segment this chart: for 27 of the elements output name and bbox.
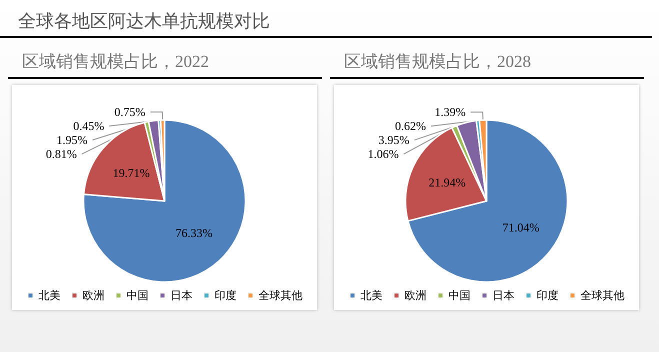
legend-label: 欧洲: [82, 289, 104, 302]
legend-label: 中国: [448, 289, 470, 302]
data-label: 19.71%: [112, 166, 150, 180]
legend-label: 印度: [536, 289, 558, 302]
data-label: 76.33%: [175, 226, 212, 240]
legend-label: 日本: [492, 289, 514, 302]
legend-label: 北美: [360, 289, 382, 302]
legend-label: 欧洲: [404, 289, 426, 302]
legend-label: 中国: [126, 289, 148, 302]
legend-label: 全球其他: [258, 289, 302, 302]
data-label: 3.95%: [378, 133, 410, 148]
data-label: 1.06%: [368, 147, 399, 162]
data-label: 1.39%: [434, 105, 466, 120]
chart-title: 区域销售规模占比，2022: [8, 44, 322, 79]
text: 全球各地区阿达木单抗规模对比: [18, 10, 270, 33]
data-label: 0.62%: [394, 119, 426, 134]
data-label: 1.95%: [56, 133, 88, 148]
legend-label: 日本: [170, 289, 192, 302]
legend-label: 全球其他: [580, 289, 624, 302]
data-label: 21.94%: [428, 175, 466, 190]
data-label: 0.45%: [73, 119, 104, 134]
data-label: 71.04%: [502, 220, 540, 235]
data-label: 0.81%: [46, 147, 77, 162]
legend-label: 印度: [214, 289, 236, 302]
legend-label: 北美: [38, 289, 60, 302]
data-label: 0.75%: [114, 105, 146, 120]
chart-title: 区域销售规模占比，2028: [330, 44, 644, 79]
